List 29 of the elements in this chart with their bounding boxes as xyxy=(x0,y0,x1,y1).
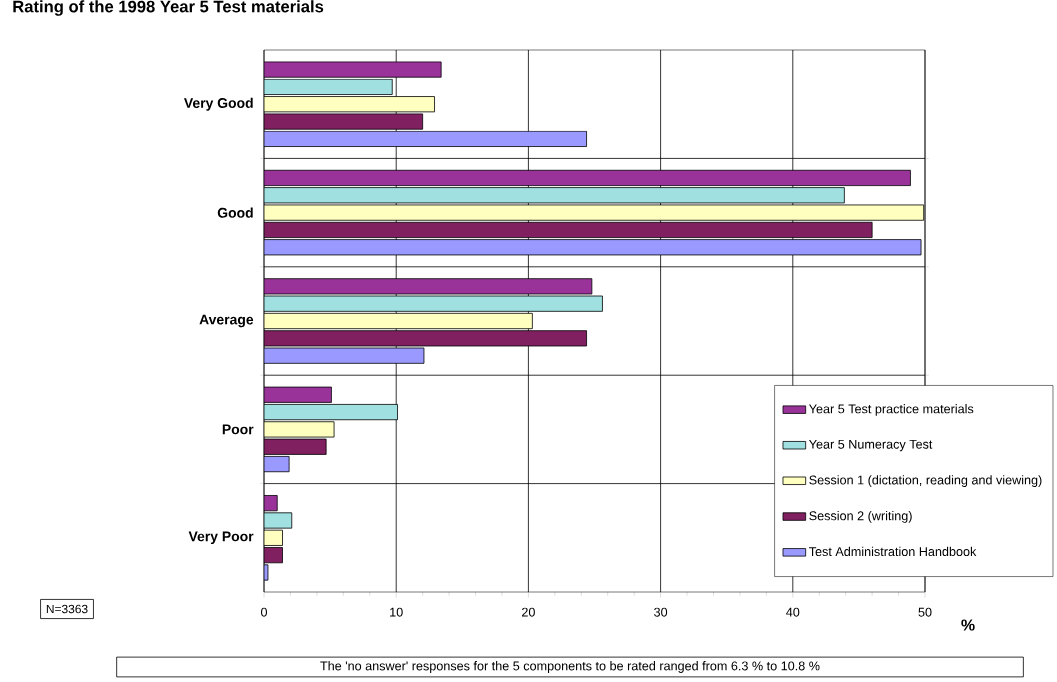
y-tick-label: Poor xyxy=(222,424,254,435)
chart-title: Rating of the 1998 Year 5 Test materials xyxy=(13,0,324,16)
text: The 'no answer' responses for the 5 components to be rated ranged from 6.3 % to 10.8 % xyxy=(320,661,820,673)
x-axis-title: % xyxy=(961,619,975,631)
bar xyxy=(264,169,911,186)
bar xyxy=(264,204,925,221)
bar xyxy=(264,96,435,113)
bar xyxy=(264,312,533,330)
y-tick-label: Very Good xyxy=(183,97,253,111)
y-tick-label: Good xyxy=(217,207,253,218)
legend-label: Year 5 Test practice materials xyxy=(808,404,974,416)
bar xyxy=(264,278,593,295)
bar xyxy=(264,347,425,364)
legend-label: Session 1 (dictation, reading and viewing) xyxy=(809,475,1042,487)
legend-label: Test Administration Handbook xyxy=(809,546,977,557)
y-tick-label: Average xyxy=(199,314,254,328)
x-tick-label: 40 xyxy=(786,607,800,617)
x-tick-label: 30 xyxy=(654,607,668,617)
x-tick-label: 10 xyxy=(390,607,403,617)
text: N=3363 xyxy=(46,604,88,614)
bar xyxy=(264,239,922,256)
bar xyxy=(264,130,587,147)
bar xyxy=(264,61,442,78)
x-tick-label: 50 xyxy=(918,607,932,617)
legend-label: Session 2 (writing) xyxy=(809,510,912,523)
x-tick-label: 0 xyxy=(260,607,268,617)
legend-label: Year 5 Numeracy Test xyxy=(808,439,933,452)
y-tick-label: Very Poor xyxy=(188,531,254,545)
x-tick-label: 20 xyxy=(522,607,535,617)
